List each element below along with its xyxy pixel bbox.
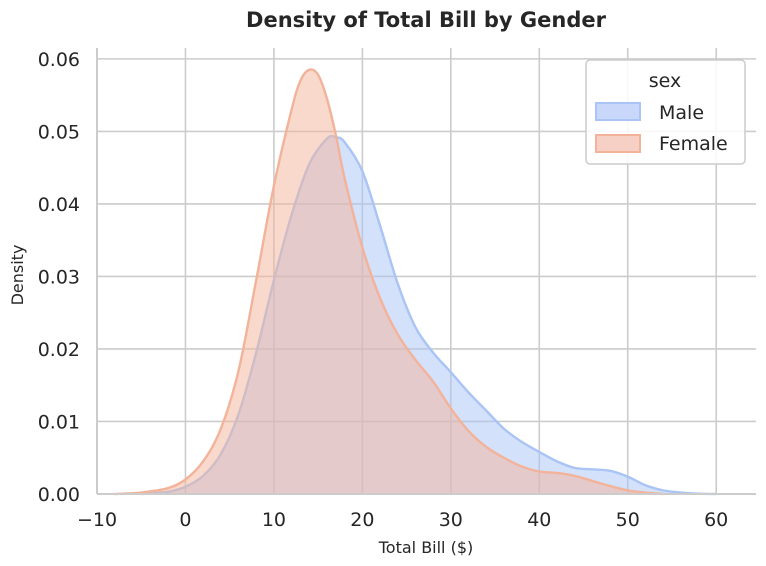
legend-swatch-male xyxy=(595,102,641,121)
density-line-female xyxy=(114,68,664,496)
y-axis-label: Density xyxy=(8,245,27,306)
x-tick-label: 40 xyxy=(527,509,551,531)
y-tick-label: 0.01 xyxy=(38,411,80,433)
x-tick-label: 60 xyxy=(704,509,728,531)
chart-title: Density of Total Bill by Gender xyxy=(246,8,607,32)
x-tick-label: 50 xyxy=(616,509,640,531)
y-tick-label: 0.06 xyxy=(38,49,80,71)
x-tick-label: 20 xyxy=(350,509,374,531)
legend-swatch-female xyxy=(595,134,641,153)
legend-label-female: Female xyxy=(659,133,728,155)
x-tick-label: 30 xyxy=(439,509,463,531)
x-tick-label: 0 xyxy=(179,509,191,531)
y-tick-label: 0.00 xyxy=(38,484,80,506)
legend-label-male: Male xyxy=(659,102,704,124)
density-areas xyxy=(114,68,717,496)
density-area-female xyxy=(114,69,664,494)
tick-labels: −10 0 10 20 30 40 50 60 0.00 0.01 0.02 0.03 0.04 0.05… xyxy=(38,49,729,531)
x-tick-label: −10 xyxy=(77,509,117,531)
legend: sex Male Female xyxy=(585,59,746,165)
axes-spines xyxy=(96,48,756,495)
y-tick-label: 0.02 xyxy=(38,339,80,361)
x-tick-label: 10 xyxy=(262,509,286,531)
legend-title: sex xyxy=(649,70,682,92)
y-tick-label: 0.03 xyxy=(38,266,80,288)
x-axis-label: Total Bill ($) xyxy=(378,538,474,557)
y-tick-label: 0.04 xyxy=(38,194,80,216)
y-tick-label: 0.05 xyxy=(38,121,80,143)
